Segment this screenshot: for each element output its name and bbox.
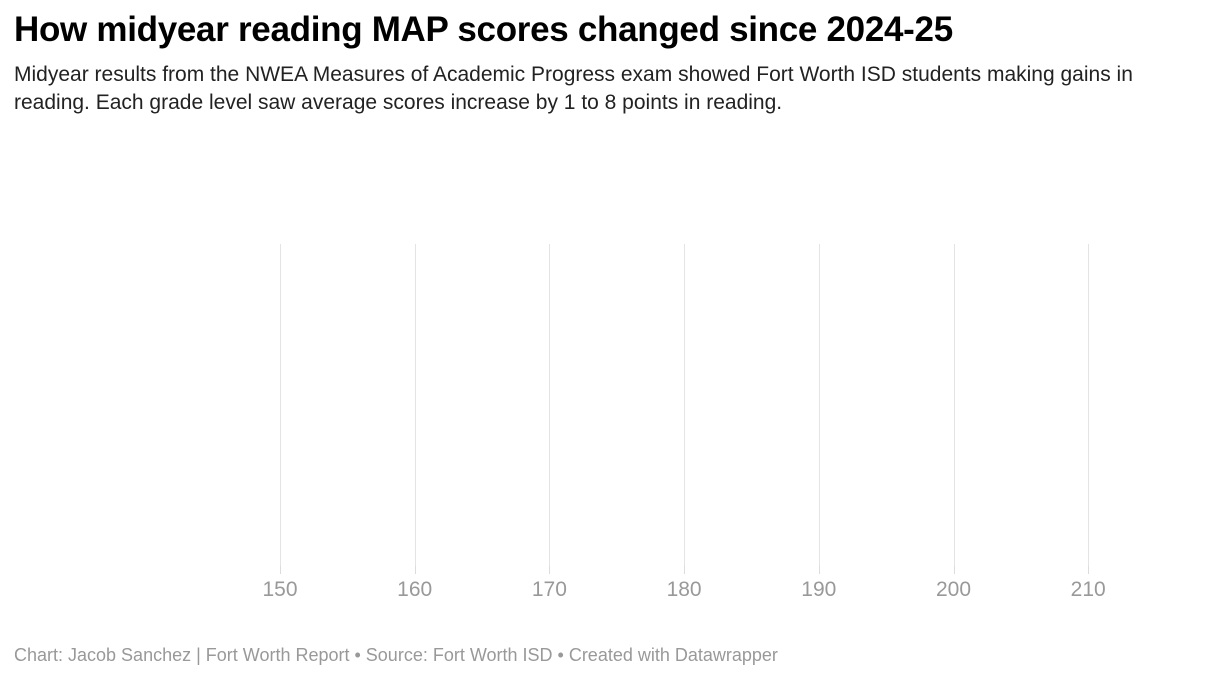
- axis-tick-label: 160: [397, 578, 433, 601]
- gridline: [280, 244, 281, 566]
- axis-tick-mark: [1088, 566, 1090, 574]
- page-title: How midyear reading MAP scores changed s…: [14, 10, 953, 49]
- chart-plot-area: 150 160 170 180 190 200 210: [0, 198, 1220, 618]
- gridline: [1088, 244, 1090, 566]
- axis-tick-label: 170: [531, 578, 567, 601]
- chart-footer: Chart: Jacob Sanchez | Fort Worth Report…: [14, 645, 778, 665]
- axis-tick-label: 150: [262, 578, 298, 601]
- gridline: [953, 244, 955, 566]
- axis-tick-label: 210: [1070, 578, 1106, 601]
- axis-tick-mark: [414, 566, 416, 574]
- chart-legend: [0, 198, 1220, 244]
- axis-tick-label: 190: [801, 578, 837, 601]
- axis-tick-mark: [549, 566, 551, 574]
- axis-tick-mark: [684, 566, 686, 574]
- gridline: [414, 244, 416, 566]
- axis-tick-mark: [280, 566, 281, 574]
- gridline: [549, 244, 551, 566]
- chart-description: Midyear results from the NWEA Measures o…: [14, 63, 1133, 115]
- axis-tick-mark: [953, 566, 955, 574]
- chart-header: How midyear reading MAP scores changed s…: [0, 0, 1220, 117]
- axis-tick-mark: [818, 566, 820, 574]
- axis-tick-label: 180: [666, 578, 702, 601]
- axis-tick-label: 200: [935, 578, 972, 601]
- gridline: [818, 244, 820, 566]
- gridline: [684, 244, 686, 566]
